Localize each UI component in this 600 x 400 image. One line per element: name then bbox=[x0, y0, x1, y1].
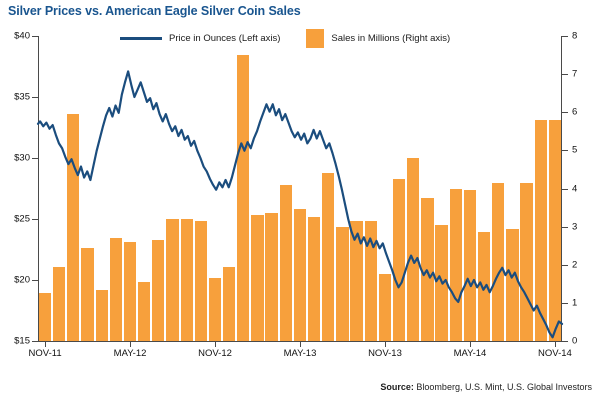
x-axis-label: MAY-14 bbox=[453, 348, 487, 359]
bar bbox=[223, 266, 236, 341]
bar bbox=[307, 217, 321, 341]
bar bbox=[293, 209, 307, 341]
y-axis-left-label: $35 bbox=[14, 91, 30, 103]
y-axis-right-label: 8 bbox=[572, 30, 578, 42]
y-axis-right-tick bbox=[562, 264, 568, 266]
legend-item-sales: Sales in Millions (Right axis) bbox=[306, 29, 450, 48]
y-axis-right-label: 2 bbox=[572, 259, 578, 271]
y-axis-right-tick bbox=[562, 150, 568, 152]
bar bbox=[251, 215, 264, 341]
y-axis-left-label: $30 bbox=[14, 152, 30, 164]
chart-legend: Price in Ounces (Left axis) Sales in Mil… bbox=[120, 29, 450, 48]
x-axis-tick bbox=[554, 341, 556, 347]
y-axis-left-tick bbox=[32, 219, 38, 220]
y-axis-right-tick bbox=[562, 188, 568, 190]
y-axis-right-tick bbox=[562, 74, 568, 76]
y-axis-right-label: 4 bbox=[572, 183, 578, 194]
y-axis-right-label: 3 bbox=[572, 221, 578, 233]
x-axis-label: NOV-11 bbox=[28, 348, 62, 359]
price-line-path bbox=[36, 70, 564, 339]
x-axis-label: NOV-13 bbox=[368, 348, 402, 359]
bar bbox=[123, 241, 137, 341]
y-axis-right-tick bbox=[562, 302, 568, 304]
y-axis-left-label: $20 bbox=[14, 274, 30, 286]
y-axis-left-label: $25 bbox=[14, 213, 30, 225]
bar bbox=[322, 173, 335, 341]
y-axis-left-tick bbox=[32, 97, 38, 98]
bar bbox=[492, 182, 505, 341]
x-axis-label: NOV-14 bbox=[538, 348, 572, 359]
bar bbox=[38, 293, 52, 341]
x-axis-label: MAY-12 bbox=[113, 348, 147, 359]
legend-label-price: Price in Ounces (Left axis) bbox=[169, 33, 281, 44]
x-axis-tick bbox=[215, 341, 217, 347]
bar-swatch-icon bbox=[306, 29, 325, 48]
bar bbox=[237, 55, 250, 341]
bar bbox=[364, 220, 377, 341]
price-line-series bbox=[36, 70, 564, 339]
bar bbox=[407, 158, 420, 341]
bar bbox=[81, 247, 94, 341]
x-axis-tick bbox=[469, 341, 471, 347]
bar bbox=[265, 213, 278, 341]
y-axis-left-tick bbox=[32, 36, 38, 37]
y-axis-right-label: 0 bbox=[572, 335, 578, 347]
bar bbox=[378, 274, 392, 341]
y-axis-right bbox=[561, 36, 562, 342]
bar bbox=[180, 219, 193, 341]
y-axis-left-label: $40 bbox=[14, 30, 30, 42]
bar bbox=[109, 238, 122, 341]
bar bbox=[350, 220, 363, 341]
y-axis-right-label: 1 bbox=[572, 297, 578, 309]
x-axis-tick bbox=[300, 341, 301, 347]
bar bbox=[166, 219, 179, 341]
x-axis-tick bbox=[130, 341, 132, 347]
bar bbox=[534, 119, 547, 341]
bar bbox=[152, 239, 165, 341]
source-note: Source: Bloomberg, U.S. Mint, U.S. Globa… bbox=[380, 382, 592, 392]
bar bbox=[95, 289, 108, 341]
x-axis-tick bbox=[45, 341, 47, 347]
bar bbox=[194, 220, 207, 341]
plot-area bbox=[36, 36, 564, 341]
source-label: Source: bbox=[380, 382, 414, 392]
y-axis-left-label: $15 bbox=[14, 335, 30, 347]
bar bbox=[279, 184, 292, 341]
bar bbox=[53, 266, 66, 341]
bar bbox=[477, 232, 491, 341]
y-axis-right-tick bbox=[562, 36, 568, 37]
y-axis-right-label: 5 bbox=[572, 144, 578, 156]
line-swatch-icon bbox=[120, 36, 162, 41]
source-text: Bloomberg, U.S. Mint, U.S. Global Invest… bbox=[413, 382, 592, 392]
bar bbox=[138, 281, 151, 341]
y-axis-right-label: 7 bbox=[572, 68, 578, 80]
bar bbox=[548, 119, 561, 341]
y-axis-right-label: 6 bbox=[572, 106, 578, 118]
y-axis-left-tick bbox=[32, 280, 38, 281]
bar bbox=[506, 228, 519, 341]
y-axis-left-tick bbox=[32, 341, 38, 342]
y-axis-right-tick bbox=[562, 226, 568, 228]
y-axis-left-tick bbox=[32, 158, 38, 159]
bar bbox=[463, 190, 476, 341]
y-axis-right-tick bbox=[562, 112, 568, 114]
y-axis-right-tick bbox=[562, 341, 568, 342]
x-axis-label: NOV-12 bbox=[198, 348, 232, 359]
legend-item-price: Price in Ounces (Left axis) bbox=[120, 33, 280, 44]
x-axis-label: MAY-13 bbox=[283, 348, 317, 359]
legend-label-sales: Sales in Millions (Right axis) bbox=[331, 33, 451, 44]
bar bbox=[336, 226, 349, 341]
y-axis-left bbox=[38, 36, 39, 342]
x-axis-tick bbox=[384, 341, 386, 347]
chart-title: Silver Prices vs. American Eagle Silver … bbox=[8, 4, 301, 18]
bar bbox=[208, 278, 222, 341]
bar bbox=[392, 178, 406, 341]
